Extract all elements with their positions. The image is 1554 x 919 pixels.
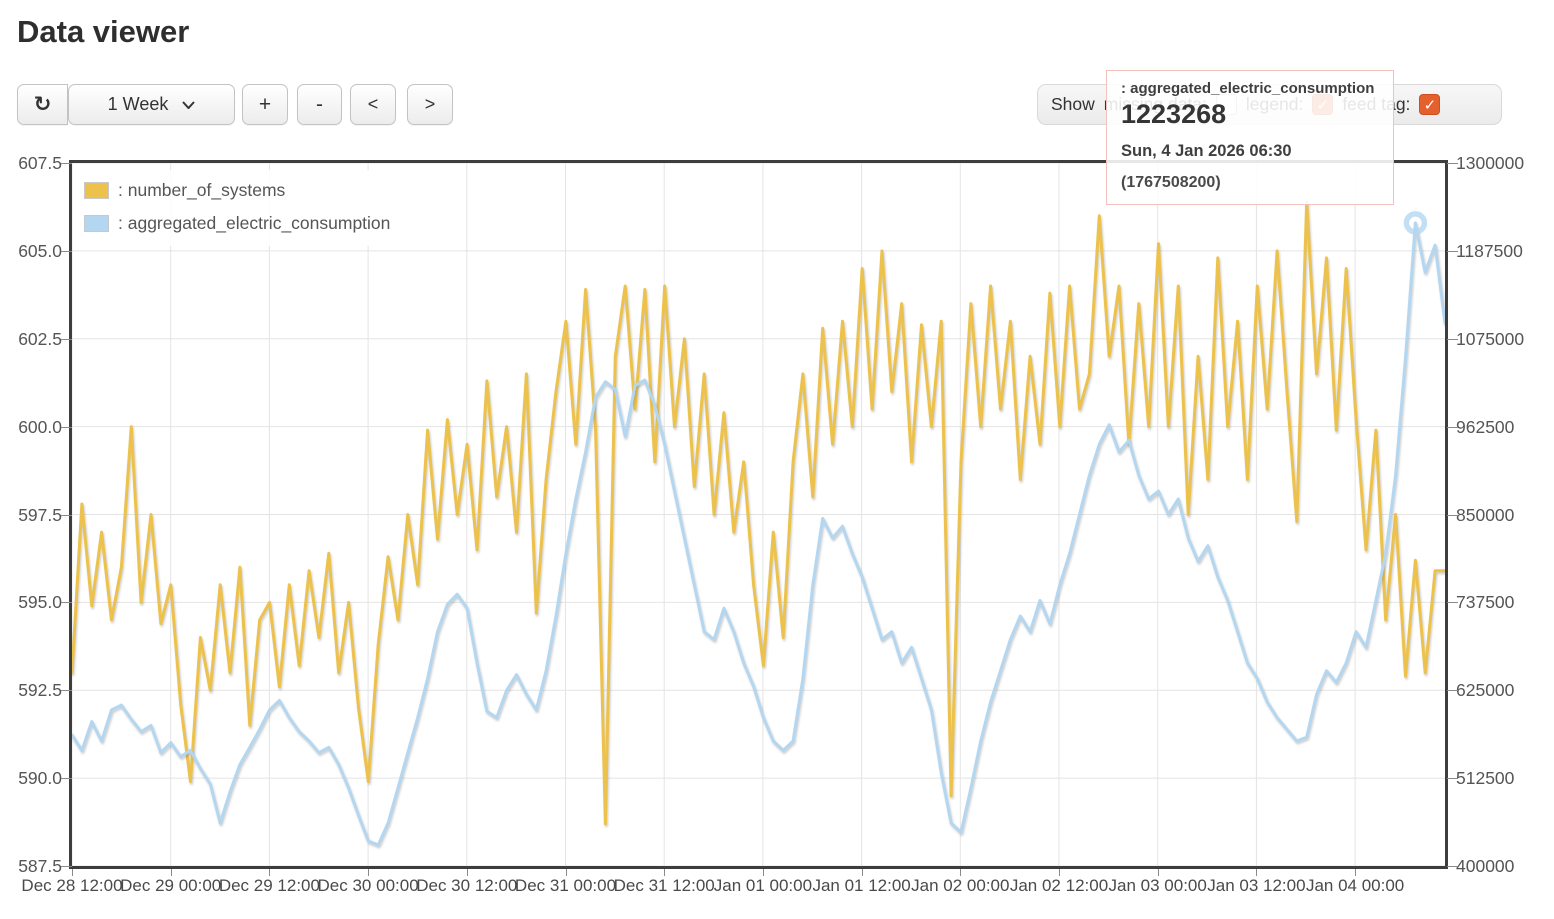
y-axis-tick-right [1447,338,1458,340]
x-axis-label: Jan 03 00:00 [1108,876,1207,895]
tooltip-epoch: (1767508200) [1121,174,1221,191]
pan-right-button[interactable]: > [407,84,453,125]
y-axis-tick-left [61,514,72,516]
x-axis-label: Jan 01 12:00 [812,876,911,895]
tooltip-datetime: Sun, 4 Jan 2026 06:30 [1121,142,1292,160]
x-axis-label: Dec 29 12:00 [218,876,320,895]
plot-area[interactable] [72,163,1445,866]
x-axis-tick [269,869,271,876]
x-axis-tick [466,869,468,876]
x-axis-tick [72,869,73,876]
y-axis-tick-right [1447,250,1458,252]
y-axis-tick-left [61,338,72,340]
pan-left-button[interactable]: < [350,84,396,125]
x-axis-label: Jan 04 00:00 [1305,876,1405,895]
y-axis-tick-right [1447,163,1458,164]
y-axis-label-right: 850000 [1456,504,1515,525]
time-range-select[interactable]: 1 Week [68,84,235,125]
x-axis-label: Jan 02 00:00 [911,876,1010,895]
x-axis-tick [762,869,764,876]
zoom-in-button[interactable]: + [242,84,288,125]
tooltip-value: 1223268 [1121,99,1227,129]
x-axis-tick [664,869,666,876]
y-axis-label-left: 605.0 [18,240,62,261]
x-axis-label: Dec 30 12:00 [416,876,518,895]
y-axis-label-left: 602.5 [18,328,62,349]
y-axis-label-right: 1187500 [1456,240,1523,261]
chevron-down-icon [182,100,196,109]
y-axis-label-left: 607.5 [18,153,62,173]
y-axis-tick-right [1447,602,1458,604]
chart-frame [69,160,1448,869]
x-axis-label: Dec 31 12:00 [613,876,715,895]
y-axis-label-left: 600.0 [18,416,62,437]
x-axis-tick [1059,869,1060,876]
y-axis-tick-left [61,778,72,780]
chart-tooltip: : aggregated_electric_consumption 122326… [1106,70,1394,205]
chart-legend: : number_of_systems : aggregated_electric… [78,170,401,246]
x-axis-label: Dec 31 00:00 [514,876,617,895]
y-axis-label-right: 737500 [1456,592,1515,613]
x-axis-label: Jan 02 12:00 [1009,876,1109,895]
tooltip-series-name: : aggregated_electric_consumption [1121,80,1375,97]
x-axis-tick [1157,869,1159,876]
x-axis-tick [565,869,567,876]
y-axis-label-right: 1075000 [1456,328,1525,349]
x-axis-label: Dec 29 00:00 [120,876,222,895]
y-axis-label-right: 1300000 [1456,153,1525,173]
x-axis-tick [368,869,370,876]
x-axis-tick [861,869,863,876]
y-axis-label-left: 595.0 [18,592,62,613]
x-axis-tick [960,869,962,876]
refresh-button[interactable]: ↻ [17,84,68,125]
y-axis-label-right: 962500 [1456,416,1515,437]
x-axis-tick [1256,869,1258,876]
check-icon: ✓ [1423,96,1437,114]
y-axis-tick-left [61,690,72,692]
y-axis-tick-left [61,426,72,428]
x-axis-label: Jan 01 00:00 [713,876,813,895]
y-axis-tick-right [1447,426,1458,428]
zoom-out-button[interactable]: - [297,84,342,125]
y-axis-tick-left [61,250,72,252]
legend-swatch-icon [84,215,109,232]
y-axis-tick-left [61,866,72,867]
x-axis-label: Dec 30 00:00 [317,876,419,895]
legend-item-aggregated_electric_consumption: : aggregated_electric_consumption [84,207,390,240]
legend-item-number_of_systems: : number_of_systems [84,174,390,207]
time-range-value: 1 Week [107,94,169,114]
show-label: Show [1051,94,1095,114]
y-axis-tick-right [1447,690,1458,692]
y-axis-label-left: 592.5 [18,680,62,701]
series-line-number_of_systems[interactable] [72,200,1445,826]
y-axis-tick-right [1447,866,1458,867]
y-axis-tick-right [1447,514,1458,516]
y-axis-tick-left [61,602,72,604]
x-axis-tick [1355,869,1357,876]
legend-label: : aggregated_electric_consumption [118,213,391,233]
refresh-icon: ↻ [33,93,52,116]
y-axis-label-right: 625000 [1456,680,1515,701]
x-axis-label: Dec 28 12:00 [21,876,123,895]
x-axis-label: Jan 03 12:00 [1207,876,1306,895]
hover-marker-ring [1403,211,1428,235]
page-title: Data viewer [17,14,190,49]
y-axis-label-left: 597.5 [18,504,62,525]
y-axis-label-right: 512500 [1456,768,1515,789]
y-axis-label-left: 587.5 [18,856,62,876]
legend-swatch-icon [84,182,109,199]
legend-label: : number_of_systems [118,180,286,200]
x-axis-tick [170,869,172,876]
y-axis-label-right: 400000 [1456,856,1515,876]
y-axis-tick-right [1447,778,1458,780]
y-axis-label-left: 590.0 [18,768,62,789]
feed_tag-checkbox[interactable]: ✓ [1419,94,1441,115]
series-line-aggregated_electric_consumption[interactable] [72,221,1445,847]
y-axis-tick-left [61,163,72,164]
